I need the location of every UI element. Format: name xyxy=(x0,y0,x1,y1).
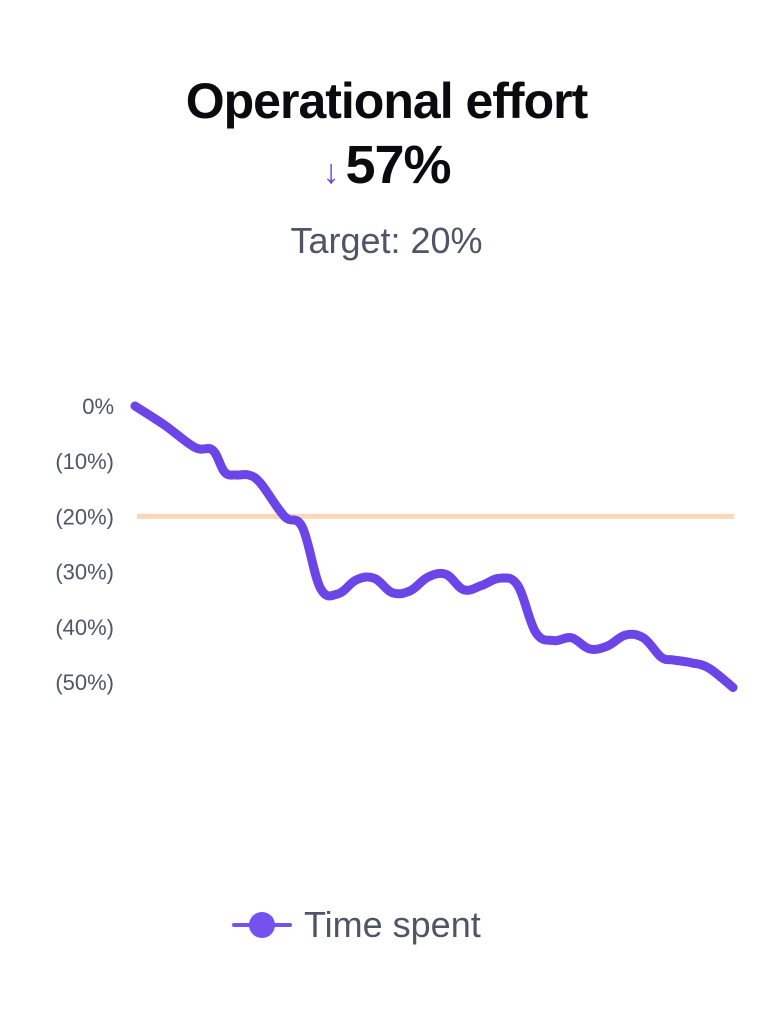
y-tick-label: (30%) xyxy=(55,560,114,585)
y-tick-label: (20%) xyxy=(55,504,114,529)
y-axis: 0% (10%) (20%) (30%) (40%) (50%) xyxy=(55,394,114,695)
y-tick-label: (50%) xyxy=(55,670,114,695)
legend: Time spent xyxy=(232,900,481,950)
series-layer xyxy=(130,401,738,692)
down-arrow-icon: ↓ xyxy=(322,153,340,191)
legend-swatch xyxy=(232,910,292,940)
y-tick-label: (10%) xyxy=(55,449,114,474)
legend-label: Time spent xyxy=(304,904,481,945)
chart-title: Operational effort xyxy=(185,73,588,129)
legend-swatch-dot xyxy=(249,912,275,938)
series-line-time-spent xyxy=(130,401,738,692)
target-label: Target: 20% xyxy=(290,220,483,261)
chart-header: Operational effort ↓ 57% Target: 20% xyxy=(0,72,773,263)
headline-metric: ↓ 57% xyxy=(0,136,773,201)
y-tick-label: 0% xyxy=(82,394,114,419)
y-tick-label: (40%) xyxy=(55,615,114,640)
metric-value: 57% xyxy=(345,135,451,195)
